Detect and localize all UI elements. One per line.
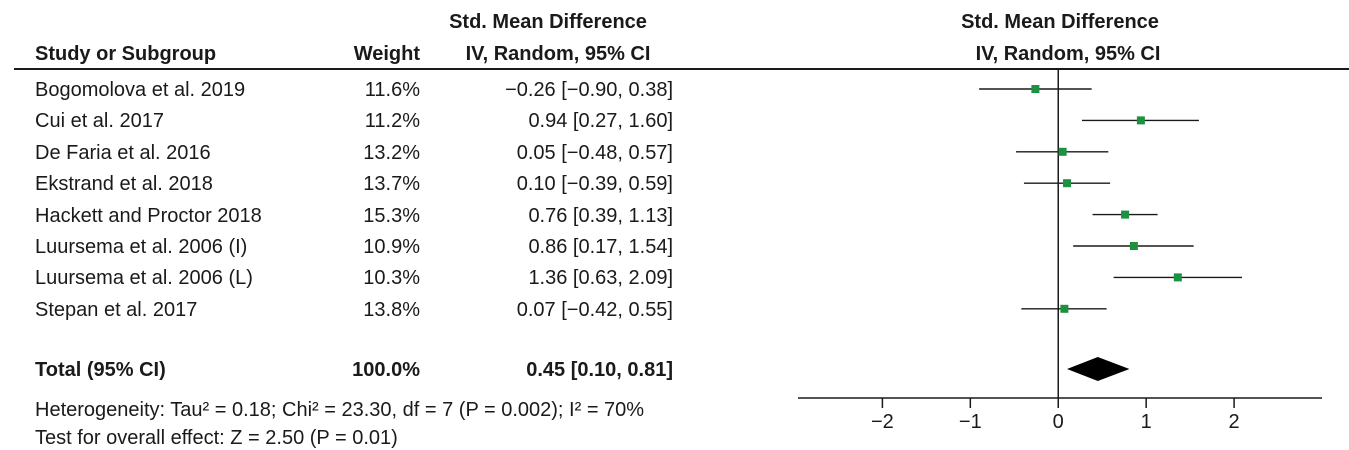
heterogeneity-text: Heterogeneity: Tau² = 0.18; Chi² = 23.30… <box>35 399 645 421</box>
summary-diamond <box>1067 357 1130 381</box>
study-name: Ekstrand et al. 2018 <box>35 173 213 196</box>
study-weight: 11.2% <box>364 110 420 133</box>
study-weight: 15.3% <box>363 204 420 227</box>
x-tick-label: 1 <box>1141 411 1152 433</box>
total-effect: 0.45 [0.10, 0.81] <box>526 359 673 381</box>
total-weight: 100.0% <box>352 359 420 381</box>
study-effect: 0.76 [0.39, 1.13] <box>528 204 673 227</box>
effect-marker <box>1058 147 1067 156</box>
study-effect: 0.07 [−0.42, 0.55] <box>516 298 673 321</box>
effect-marker <box>1063 179 1072 188</box>
study-effect: 0.94 [0.27, 1.60] <box>528 110 673 133</box>
study-weight: 13.2% <box>363 141 420 164</box>
x-tick-label: 2 <box>1229 411 1240 433</box>
x-tick-label: −2 <box>871 411 894 433</box>
study-effect: 0.05 [−0.48, 0.57] <box>516 141 673 164</box>
study-weight: 10.3% <box>363 267 420 290</box>
header-divider <box>14 68 1349 70</box>
x-tick-label: 0 <box>1053 411 1064 433</box>
study-name: Luursema et al. 2006 (L) <box>35 267 253 290</box>
effect-marker <box>1129 242 1138 250</box>
total-label: Total (95% CI) <box>35 359 166 381</box>
effect-header-line2: IV, Random, 95% CI <box>465 43 651 65</box>
effect-marker <box>1060 304 1069 313</box>
study-name: De Faria et al. 2016 <box>35 141 211 164</box>
study-name: Luursema et al. 2006 (I) <box>35 236 248 258</box>
study-weight: 11.6% <box>364 79 420 101</box>
study-weight: 13.7% <box>363 173 420 196</box>
study-weight: 10.9% <box>363 236 420 258</box>
effect-marker <box>1121 210 1130 219</box>
study-name: Hackett and Proctor 2018 <box>35 204 262 227</box>
weight-column-header: Weight <box>353 43 420 65</box>
effect-marker <box>1031 85 1040 93</box>
study-name: Stepan et al. 2017 <box>35 298 198 321</box>
study-effect: −0.26 [−0.90, 0.38] <box>505 79 673 101</box>
study-effect: 0.86 [0.17, 1.54] <box>528 236 673 258</box>
overall-effect-text: Test for overall effect: Z = 2.50 (P = 0… <box>35 427 398 449</box>
effect-marker <box>1173 273 1182 282</box>
study-weight: 13.8% <box>363 298 420 321</box>
study-effect: 1.36 [0.63, 2.09] <box>528 267 673 290</box>
study-name: Cui et al. 2017 <box>35 110 164 133</box>
study-column-header: Study or Subgroup <box>35 43 217 65</box>
study-name: Bogomolova et al. 2019 <box>35 79 246 101</box>
x-tick-label: −1 <box>959 411 982 433</box>
effect-marker <box>1136 116 1145 125</box>
study-effect: 0.10 [−0.39, 0.59] <box>516 173 673 196</box>
plot-header-line1: Std. Mean Difference <box>961 11 1159 33</box>
plot-header-line2: IV, Random, 95% CI <box>975 43 1161 65</box>
effect-header-line1: Std. Mean Difference <box>449 11 647 33</box>
